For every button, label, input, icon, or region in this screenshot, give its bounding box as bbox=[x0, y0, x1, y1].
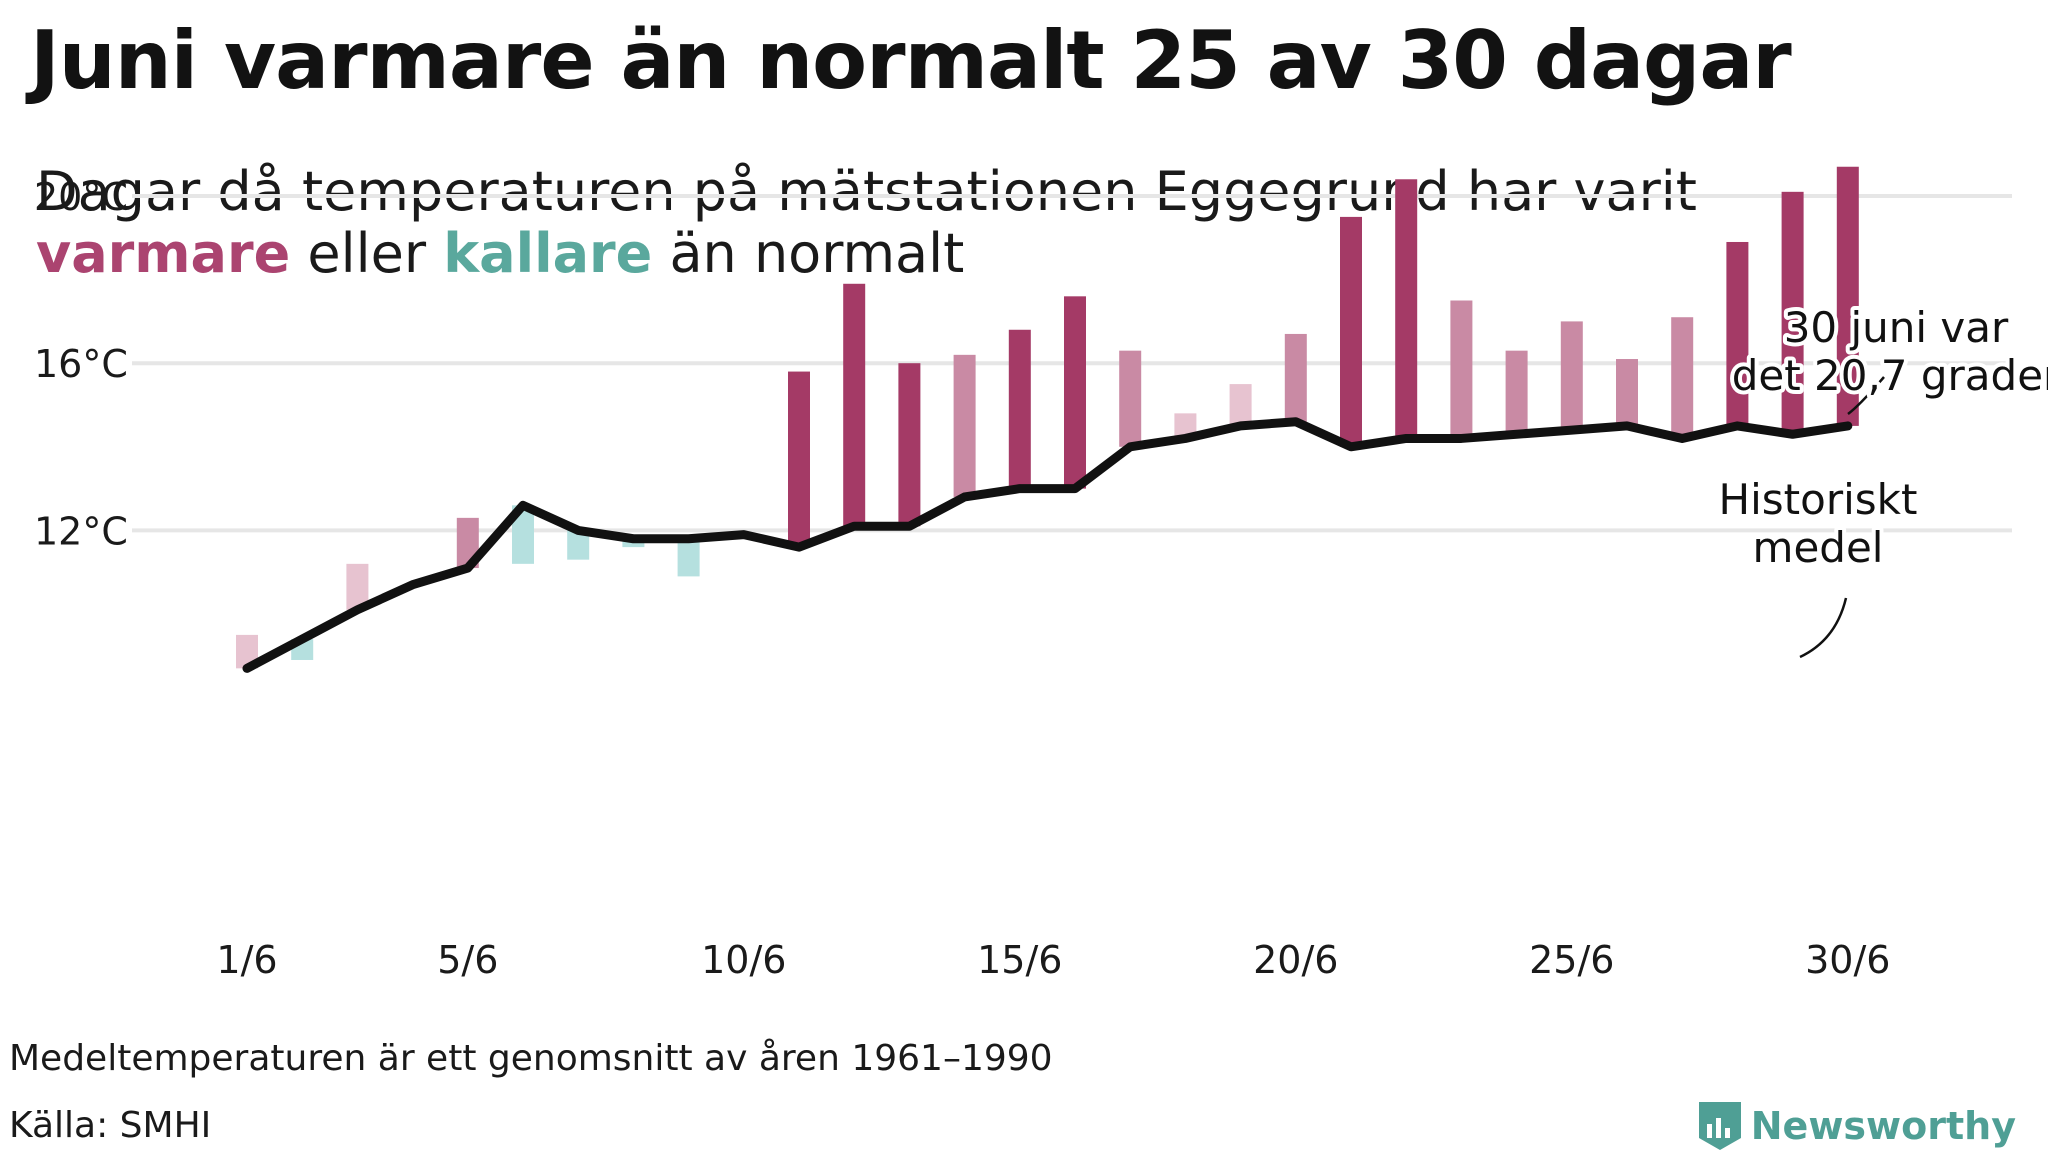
x-tick-label: 30/6 bbox=[1805, 938, 1890, 982]
temperature-bar bbox=[512, 505, 534, 564]
newsworthy-logo-icon bbox=[1698, 1102, 1741, 1150]
temperature-bar bbox=[567, 530, 590, 560]
chart-subtitle-line2: varmare eller kallare än normalt bbox=[36, 222, 964, 285]
temperature-bar bbox=[1174, 413, 1197, 439]
temperature-bar bbox=[1781, 191, 1804, 435]
temperature-bar bbox=[1505, 350, 1528, 435]
temperature-bar bbox=[1671, 317, 1694, 439]
temperature-bar bbox=[1064, 296, 1086, 489]
source-note: Källa: SMHI bbox=[9, 1105, 212, 1146]
x-tick-label: 15/6 bbox=[977, 938, 1062, 982]
temperature-bar bbox=[1284, 333, 1307, 422]
temperature-bar bbox=[1395, 179, 1418, 439]
footnote: Medeltemperaturen är ett genomsnitt av å… bbox=[9, 1038, 1053, 1079]
temperature-bar bbox=[1119, 350, 1142, 447]
temperature-bar bbox=[1450, 300, 1473, 439]
temperature-chart: 12°C 16°C 20°C 1/6 5/6 10/6 15/6 20/6 25/6 30/6 30… bbox=[34, 166, 2048, 982]
y-tick-label: 16°C bbox=[34, 342, 128, 386]
annotation-historical-mean: Historiskt medel bbox=[1719, 475, 1918, 572]
temperature-bar bbox=[236, 634, 258, 669]
temperature-bar bbox=[788, 371, 810, 548]
x-tick-label: 10/6 bbox=[701, 938, 786, 982]
legend-warm-label: varmare bbox=[36, 222, 291, 285]
brand-logo: Newsworthy bbox=[1697, 1100, 2016, 1152]
temperature-bar bbox=[1340, 216, 1362, 447]
brand-name: Newsworthy bbox=[1750, 1104, 2016, 1148]
subtitle-end: än normalt bbox=[652, 222, 965, 285]
x-tick-label: 1/6 bbox=[216, 938, 277, 982]
temperature-bar bbox=[1616, 359, 1638, 426]
annotation-last-day: 30 juni var det 20,7 grader bbox=[1732, 303, 2048, 400]
legend-cold-label: kallare bbox=[443, 222, 653, 285]
temperature-bar bbox=[1560, 321, 1583, 431]
x-tick-label: 25/6 bbox=[1529, 938, 1614, 982]
y-tick-label: 12°C bbox=[34, 509, 128, 553]
temperature-bar bbox=[953, 354, 976, 497]
subtitle-text: Dagar då temperaturen på mätstationen Eg… bbox=[36, 160, 1697, 223]
y-tick-label: 20°C bbox=[34, 175, 128, 219]
temperature-bar bbox=[898, 363, 921, 527]
temperature-bar bbox=[1229, 384, 1252, 426]
temperature-bar bbox=[1836, 166, 1859, 426]
annotation-leader-line bbox=[1847, 376, 1885, 415]
temperature-bar bbox=[346, 563, 369, 610]
temperature-bar bbox=[843, 283, 866, 527]
temperature-bar bbox=[677, 538, 700, 577]
historical-mean-line bbox=[242, 417, 1853, 673]
chart-title: Juni varmare än normalt 25 av 30 dagar bbox=[30, 14, 1792, 107]
chart-subtitle-line1: Dagar då temperaturen på mätstationen Eg… bbox=[36, 160, 1697, 223]
x-tick-label: 5/6 bbox=[437, 938, 498, 982]
temperature-bar bbox=[1726, 241, 1749, 426]
x-tick-label: 20/6 bbox=[1253, 938, 1338, 982]
subtitle-connector: eller bbox=[290, 222, 444, 285]
annotation-leader-line bbox=[1799, 597, 1848, 659]
temperature-bar bbox=[1008, 329, 1031, 489]
